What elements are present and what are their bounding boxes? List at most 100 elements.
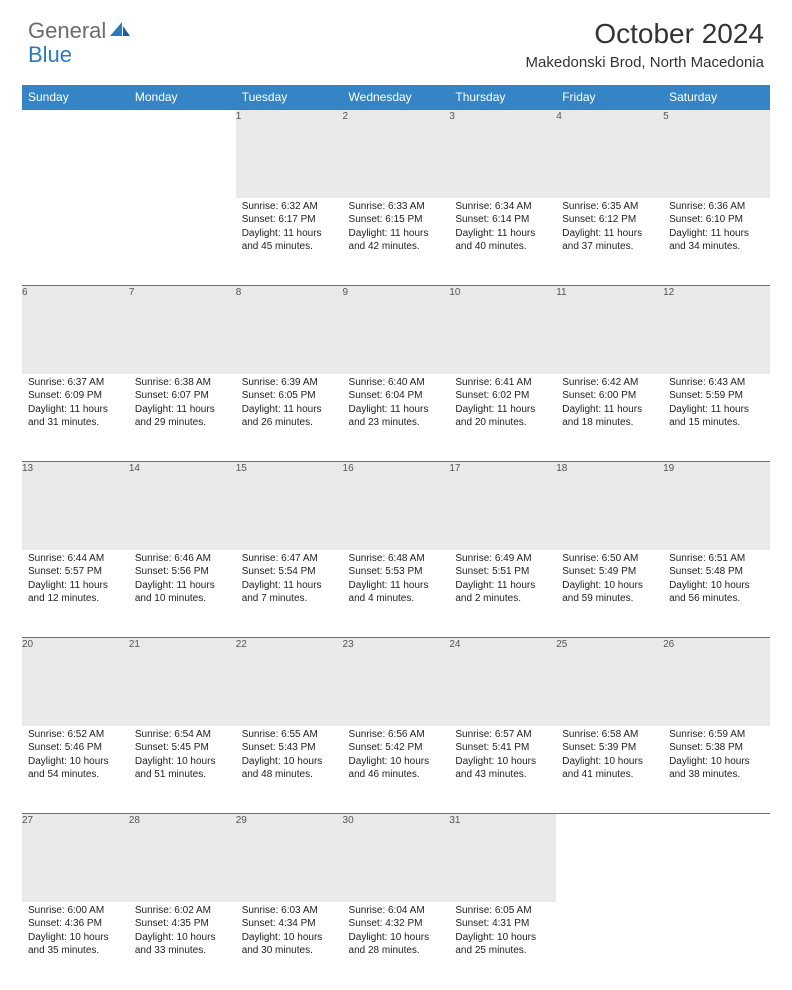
sunrise-line: Sunrise: 6:38 AM <box>135 376 230 390</box>
day-cell-body: Sunrise: 6:35 AMSunset: 6:12 PMDaylight:… <box>556 198 663 258</box>
day-number-cell: 7 <box>129 286 236 374</box>
day-cell-body: Sunrise: 6:39 AMSunset: 6:05 PMDaylight:… <box>236 374 343 434</box>
day-number-cell <box>556 814 663 902</box>
day-number-cell: 9 <box>343 286 450 374</box>
daylight-line: Daylight: 11 hours and 20 minutes. <box>455 403 550 430</box>
day-number-cell: 22 <box>236 638 343 726</box>
daylight-line: Daylight: 11 hours and 7 minutes. <box>242 579 337 606</box>
sunrise-line: Sunrise: 6:51 AM <box>669 552 764 566</box>
day-cell-body: Sunrise: 6:36 AMSunset: 6:10 PMDaylight:… <box>663 198 770 258</box>
day-cell: Sunrise: 6:44 AMSunset: 5:57 PMDaylight:… <box>22 550 129 638</box>
sunrise-line: Sunrise: 6:57 AM <box>455 728 550 742</box>
day-cell: Sunrise: 6:38 AMSunset: 6:07 PMDaylight:… <box>129 374 236 462</box>
day-number-cell: 18 <box>556 462 663 550</box>
daylight-line: Daylight: 11 hours and 4 minutes. <box>349 579 444 606</box>
daylight-line: Daylight: 11 hours and 37 minutes. <box>562 227 657 254</box>
day-cell: Sunrise: 6:43 AMSunset: 5:59 PMDaylight:… <box>663 374 770 462</box>
day-number-cell <box>22 110 129 198</box>
day-number-cell: 19 <box>663 462 770 550</box>
day-cell: Sunrise: 6:47 AMSunset: 5:54 PMDaylight:… <box>236 550 343 638</box>
day-cell-body: Sunrise: 6:58 AMSunset: 5:39 PMDaylight:… <box>556 726 663 786</box>
daylight-line: Daylight: 11 hours and 18 minutes. <box>562 403 657 430</box>
day-cell <box>556 902 663 990</box>
daylight-line: Daylight: 11 hours and 12 minutes. <box>28 579 123 606</box>
sunrise-line: Sunrise: 6:52 AM <box>28 728 123 742</box>
daylight-line: Daylight: 10 hours and 41 minutes. <box>562 755 657 782</box>
daylight-line: Daylight: 10 hours and 35 minutes. <box>28 931 123 958</box>
day-number-cell: 31 <box>449 814 556 902</box>
day-cell-body: Sunrise: 6:34 AMSunset: 6:14 PMDaylight:… <box>449 198 556 258</box>
sunrise-line: Sunrise: 6:04 AM <box>349 904 444 918</box>
daylight-line: Daylight: 11 hours and 34 minutes. <box>669 227 764 254</box>
day-number-cell: 11 <box>556 286 663 374</box>
day-cell <box>663 902 770 990</box>
sunset-line: Sunset: 4:35 PM <box>135 917 230 931</box>
day-cell: Sunrise: 6:03 AMSunset: 4:34 PMDaylight:… <box>236 902 343 990</box>
daylight-line: Daylight: 11 hours and 26 minutes. <box>242 403 337 430</box>
sunset-line: Sunset: 5:45 PM <box>135 741 230 755</box>
sunrise-line: Sunrise: 6:03 AM <box>242 904 337 918</box>
sunrise-line: Sunrise: 6:34 AM <box>455 200 550 214</box>
day-cell-body: Sunrise: 6:44 AMSunset: 5:57 PMDaylight:… <box>22 550 129 610</box>
sunset-line: Sunset: 6:10 PM <box>669 213 764 227</box>
sunset-line: Sunset: 5:39 PM <box>562 741 657 755</box>
daylight-line: Daylight: 10 hours and 54 minutes. <box>28 755 123 782</box>
day-number-cell: 1 <box>236 110 343 198</box>
weekday-header: Wednesday <box>343 85 450 110</box>
daylight-line: Daylight: 10 hours and 51 minutes. <box>135 755 230 782</box>
sunrise-line: Sunrise: 6:05 AM <box>455 904 550 918</box>
sunrise-line: Sunrise: 6:35 AM <box>562 200 657 214</box>
day-cell-body: Sunrise: 6:40 AMSunset: 6:04 PMDaylight:… <box>343 374 450 434</box>
daylight-line: Daylight: 10 hours and 46 minutes. <box>349 755 444 782</box>
sail-icon <box>110 22 130 43</box>
daylight-line: Daylight: 10 hours and 28 minutes. <box>349 931 444 958</box>
day-cell-body: Sunrise: 6:49 AMSunset: 5:51 PMDaylight:… <box>449 550 556 610</box>
sunrise-line: Sunrise: 6:32 AM <box>242 200 337 214</box>
sunset-line: Sunset: 5:48 PM <box>669 565 764 579</box>
sunrise-line: Sunrise: 6:40 AM <box>349 376 444 390</box>
sunrise-line: Sunrise: 6:50 AM <box>562 552 657 566</box>
calendar-table: SundayMondayTuesdayWednesdayThursdayFrid… <box>22 85 770 990</box>
sunset-line: Sunset: 5:57 PM <box>28 565 123 579</box>
logo-blue-wrap: Blue <box>28 42 72 68</box>
sunset-line: Sunset: 6:09 PM <box>28 389 123 403</box>
sunrise-line: Sunrise: 6:47 AM <box>242 552 337 566</box>
sunset-line: Sunset: 6:12 PM <box>562 213 657 227</box>
daylight-line: Daylight: 11 hours and 23 minutes. <box>349 403 444 430</box>
sunset-line: Sunset: 4:32 PM <box>349 917 444 931</box>
day-cell: Sunrise: 6:51 AMSunset: 5:48 PMDaylight:… <box>663 550 770 638</box>
day-cell: Sunrise: 6:42 AMSunset: 6:00 PMDaylight:… <box>556 374 663 462</box>
sunrise-line: Sunrise: 6:36 AM <box>669 200 764 214</box>
daylight-line: Daylight: 10 hours and 59 minutes. <box>562 579 657 606</box>
location: Makedonski Brod, North Macedonia <box>526 54 764 71</box>
day-cell: Sunrise: 6:50 AMSunset: 5:49 PMDaylight:… <box>556 550 663 638</box>
logo: General <box>28 18 132 44</box>
daylight-line: Daylight: 11 hours and 40 minutes. <box>455 227 550 254</box>
day-cell: Sunrise: 6:00 AMSunset: 4:36 PMDaylight:… <box>22 902 129 990</box>
sunrise-line: Sunrise: 6:33 AM <box>349 200 444 214</box>
sunset-line: Sunset: 4:36 PM <box>28 917 123 931</box>
day-cell: Sunrise: 6:54 AMSunset: 5:45 PMDaylight:… <box>129 726 236 814</box>
day-cell-body: Sunrise: 6:38 AMSunset: 6:07 PMDaylight:… <box>129 374 236 434</box>
weekday-header: Friday <box>556 85 663 110</box>
day-cell: Sunrise: 6:46 AMSunset: 5:56 PMDaylight:… <box>129 550 236 638</box>
sunrise-line: Sunrise: 6:41 AM <box>455 376 550 390</box>
day-cell-body: Sunrise: 6:46 AMSunset: 5:56 PMDaylight:… <box>129 550 236 610</box>
day-number-cell <box>129 110 236 198</box>
daylight-line: Daylight: 11 hours and 15 minutes. <box>669 403 764 430</box>
daylight-line: Daylight: 11 hours and 29 minutes. <box>135 403 230 430</box>
sunrise-line: Sunrise: 6:00 AM <box>28 904 123 918</box>
daylight-line: Daylight: 11 hours and 45 minutes. <box>242 227 337 254</box>
calendar-head: SundayMondayTuesdayWednesdayThursdayFrid… <box>22 85 770 110</box>
day-cell-body: Sunrise: 6:51 AMSunset: 5:48 PMDaylight:… <box>663 550 770 610</box>
sunset-line: Sunset: 5:59 PM <box>669 389 764 403</box>
day-number-cell: 15 <box>236 462 343 550</box>
day-cell <box>129 198 236 286</box>
sunrise-line: Sunrise: 6:43 AM <box>669 376 764 390</box>
sunset-line: Sunset: 5:42 PM <box>349 741 444 755</box>
day-number-cell: 6 <box>22 286 129 374</box>
sunset-line: Sunset: 4:34 PM <box>242 917 337 931</box>
day-cell: Sunrise: 6:36 AMSunset: 6:10 PMDaylight:… <box>663 198 770 286</box>
day-cell-body: Sunrise: 6:33 AMSunset: 6:15 PMDaylight:… <box>343 198 450 258</box>
sunrise-line: Sunrise: 6:59 AM <box>669 728 764 742</box>
